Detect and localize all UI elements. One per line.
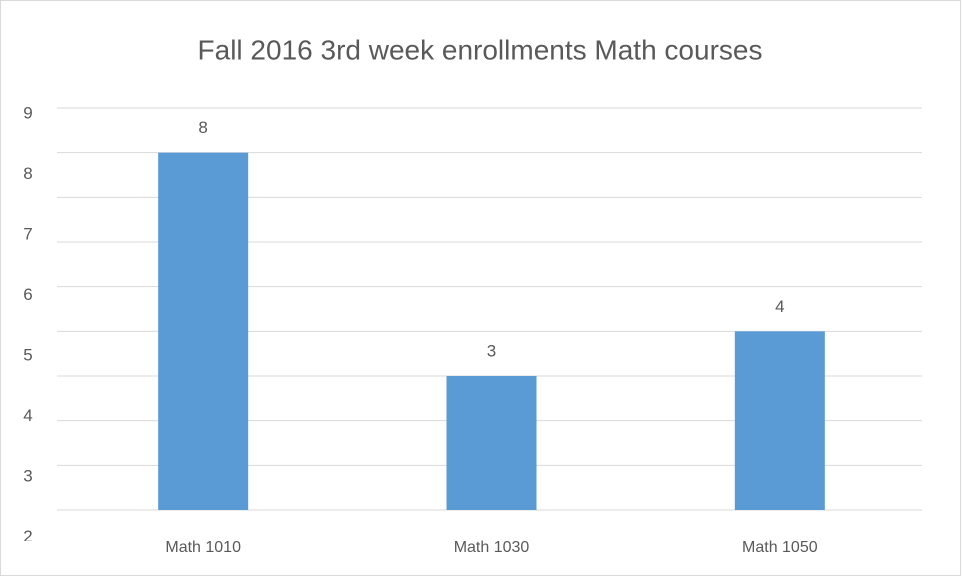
y-tick-label: 8 xyxy=(23,164,32,183)
y-tick-label: 3 xyxy=(23,466,32,485)
y-axis-labels: 9 8 7 6 5 4 3 2 xyxy=(23,103,32,546)
y-tick-label: 9 xyxy=(23,103,32,122)
x-tick-label: Math 1010 xyxy=(165,539,241,556)
y-tick-label: 7 xyxy=(23,224,32,243)
y-tick-label: 2 xyxy=(23,527,32,546)
bar xyxy=(158,152,249,510)
x-tick-label: Math 1030 xyxy=(454,539,530,556)
chart-title: Fall 2016 3rd week enrollments Math cour… xyxy=(198,34,763,65)
data-label: 8 xyxy=(198,118,207,137)
y-tick-label: 6 xyxy=(23,285,32,304)
data-label: 3 xyxy=(487,341,496,360)
data-label: 4 xyxy=(775,297,784,316)
y-tick-label: 4 xyxy=(23,406,32,425)
bar xyxy=(446,376,537,510)
bar xyxy=(734,331,825,510)
x-tick-label: Math 1050 xyxy=(742,539,818,556)
y-tick-label: 5 xyxy=(23,345,32,364)
